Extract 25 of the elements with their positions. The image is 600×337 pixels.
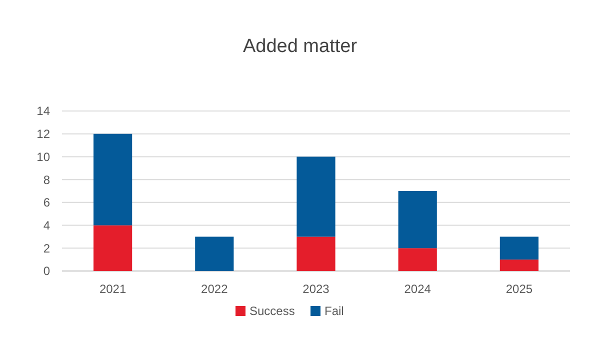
y-tick-label: 6 (43, 196, 50, 210)
x-tick-label: 2023 (302, 282, 330, 296)
bar (195, 236, 234, 271)
y-tick-label: 4 (43, 218, 50, 232)
bar (296, 236, 336, 271)
x-tick-label: 2025 (506, 282, 533, 296)
y-tick-label: 2 (43, 241, 50, 256)
legend-label: Success (250, 304, 295, 318)
bar (296, 156, 336, 237)
bar (93, 225, 132, 271)
y-tick-label: 0 (43, 264, 50, 278)
bar (500, 236, 539, 260)
y-tick-label: 8 (43, 172, 50, 187)
y-tick-label: 12 (36, 127, 50, 142)
bar (500, 260, 539, 271)
y-tick-label: 10 (36, 150, 50, 164)
bar (398, 248, 437, 271)
x-tick-label: 2024 (404, 282, 432, 296)
bar (93, 134, 132, 226)
bar (398, 191, 437, 248)
chart-title: Added matter (242, 36, 358, 57)
x-tick-label: 2021 (99, 282, 126, 296)
y-tick-label: 14 (36, 104, 50, 118)
x-tick-label: 2022 (201, 282, 228, 296)
legend-label: Fail (324, 304, 344, 318)
